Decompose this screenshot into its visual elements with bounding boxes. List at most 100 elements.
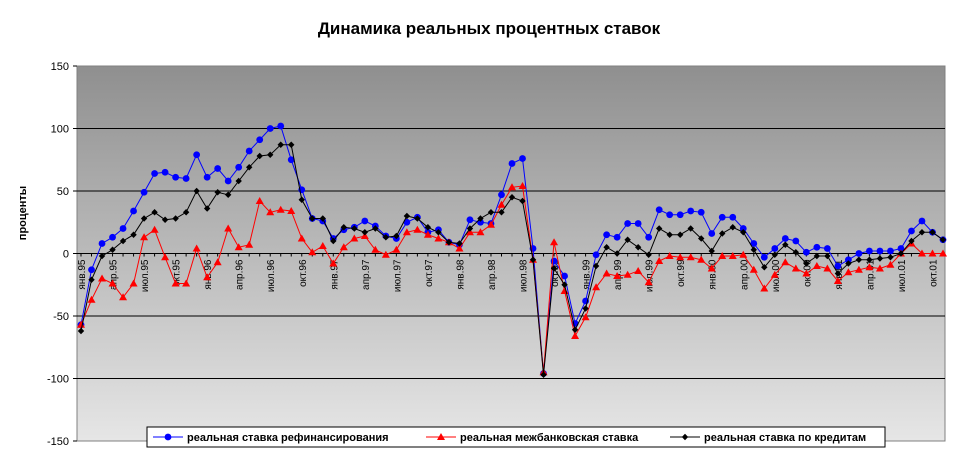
data-point <box>508 160 516 167</box>
data-point <box>739 225 747 232</box>
data-point <box>434 234 443 242</box>
data-point <box>435 229 442 236</box>
data-point <box>529 256 537 263</box>
data-point <box>360 232 369 239</box>
data-point <box>193 187 200 195</box>
data-point <box>267 151 274 158</box>
data-point <box>792 249 800 256</box>
data-point <box>203 173 211 181</box>
x-tick-label: июл.01 <box>897 259 908 292</box>
data-point <box>108 279 117 287</box>
data-point <box>277 141 284 148</box>
data-point <box>939 236 947 243</box>
data-point <box>213 258 222 266</box>
x-tick-label: янв.97 <box>329 259 340 290</box>
x-tick-label: апр.95 <box>109 259 120 290</box>
data-point <box>466 225 474 232</box>
data-point <box>728 252 737 259</box>
y-tick-label: 50 <box>57 186 69 198</box>
data-point <box>645 233 653 241</box>
data-point <box>413 225 422 233</box>
data-point <box>939 249 947 257</box>
data-point <box>508 194 516 201</box>
data-point <box>708 247 715 255</box>
data-point <box>781 258 790 266</box>
data-point <box>582 305 589 312</box>
data-point <box>823 264 832 272</box>
data-point <box>928 249 937 257</box>
data-point <box>297 234 306 242</box>
data-point <box>172 173 180 181</box>
data-point <box>929 229 936 236</box>
data-point <box>255 197 264 204</box>
data-point <box>897 250 905 257</box>
data-point <box>309 215 316 222</box>
data-point <box>318 242 327 249</box>
data-point <box>266 125 274 132</box>
data-point <box>602 269 611 277</box>
data-point <box>781 235 789 242</box>
data-point <box>824 252 831 260</box>
data-point <box>339 243 348 251</box>
data-point <box>550 265 558 272</box>
data-point <box>855 256 863 263</box>
data-point <box>477 215 484 222</box>
data-point <box>634 267 643 274</box>
data-point <box>98 274 107 282</box>
data-point <box>519 197 526 205</box>
x-tick-label: янв.95 <box>77 259 88 290</box>
data-point <box>802 269 811 277</box>
data-point <box>423 230 432 238</box>
data-point <box>392 245 401 253</box>
data-point <box>887 254 894 261</box>
x-tick-label: янв.99 <box>582 259 593 290</box>
data-point <box>245 164 253 171</box>
data-point <box>729 224 736 231</box>
data-point <box>319 215 326 222</box>
data-point <box>697 208 705 216</box>
data-point <box>698 235 705 242</box>
data-point <box>666 211 674 219</box>
data-point <box>235 177 242 185</box>
data-point <box>119 225 127 232</box>
y-tick-label: 0 <box>63 249 69 261</box>
data-point <box>592 262 600 270</box>
data-point <box>130 207 137 215</box>
data-point <box>908 227 915 235</box>
data-point <box>708 230 716 237</box>
data-point <box>161 253 170 261</box>
data-point <box>866 256 873 263</box>
data-point <box>224 177 232 185</box>
data-point <box>424 224 432 231</box>
data-point <box>403 218 411 226</box>
data-point <box>886 260 895 268</box>
data-point <box>812 262 821 269</box>
y-tick-label: -50 <box>53 311 69 323</box>
data-point <box>393 232 400 240</box>
x-tick-label: окт.95 <box>172 259 183 287</box>
data-point <box>487 209 495 216</box>
data-point <box>592 251 600 259</box>
data-point <box>402 228 411 236</box>
y-tick-label: 150 <box>51 61 69 73</box>
data-point <box>214 165 222 172</box>
data-point <box>571 332 580 339</box>
data-point <box>234 243 243 251</box>
data-point <box>666 231 673 238</box>
data-point <box>749 265 758 273</box>
data-point <box>371 245 380 253</box>
data-point <box>729 213 737 221</box>
data-point <box>697 255 706 263</box>
data-point <box>203 273 212 281</box>
data-point <box>88 276 95 283</box>
data-point <box>140 215 148 222</box>
data-point <box>476 228 485 236</box>
x-tick-label: апр.01 <box>865 259 876 290</box>
data-point <box>98 240 106 247</box>
legend-item: реальная ставка по кредитам <box>670 432 866 444</box>
legend-marker <box>164 433 172 441</box>
data-point <box>718 213 726 221</box>
data-point <box>140 188 148 196</box>
x-tick-label: апр.96 <box>235 259 246 290</box>
data-point <box>109 246 116 253</box>
